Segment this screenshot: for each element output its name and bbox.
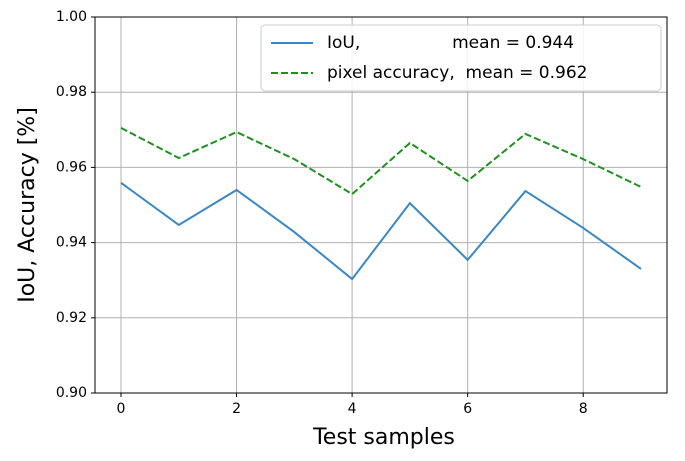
y-tick-label: 0.96 [56,159,87,175]
x-tick-label: 0 [117,401,126,417]
axes-frame [94,16,668,394]
y-axis-label: IoU, Accuracy [%] [15,107,40,303]
y-tick-label: 1.00 [56,9,87,25]
legend-box [260,24,662,92]
y-tick-label: 0.92 [56,310,87,326]
x-tick-label: 4 [348,401,357,417]
x-axis-label: Test samples [312,425,455,450]
x-tick-label: 2 [232,401,241,417]
x-tick-label: 6 [463,401,472,417]
legend-label: pixel accuracy, mean = 0.962 [327,63,587,83]
legend-label: IoU, mean = 0.944 [327,33,574,53]
data-line [120,182,642,281]
data-line [120,127,642,196]
x-tick-label: 8 [579,401,588,417]
y-tick-label: 0.90 [56,385,87,401]
y-tick-label: 0.98 [56,84,87,100]
y-tick-label: 0.94 [56,235,87,251]
